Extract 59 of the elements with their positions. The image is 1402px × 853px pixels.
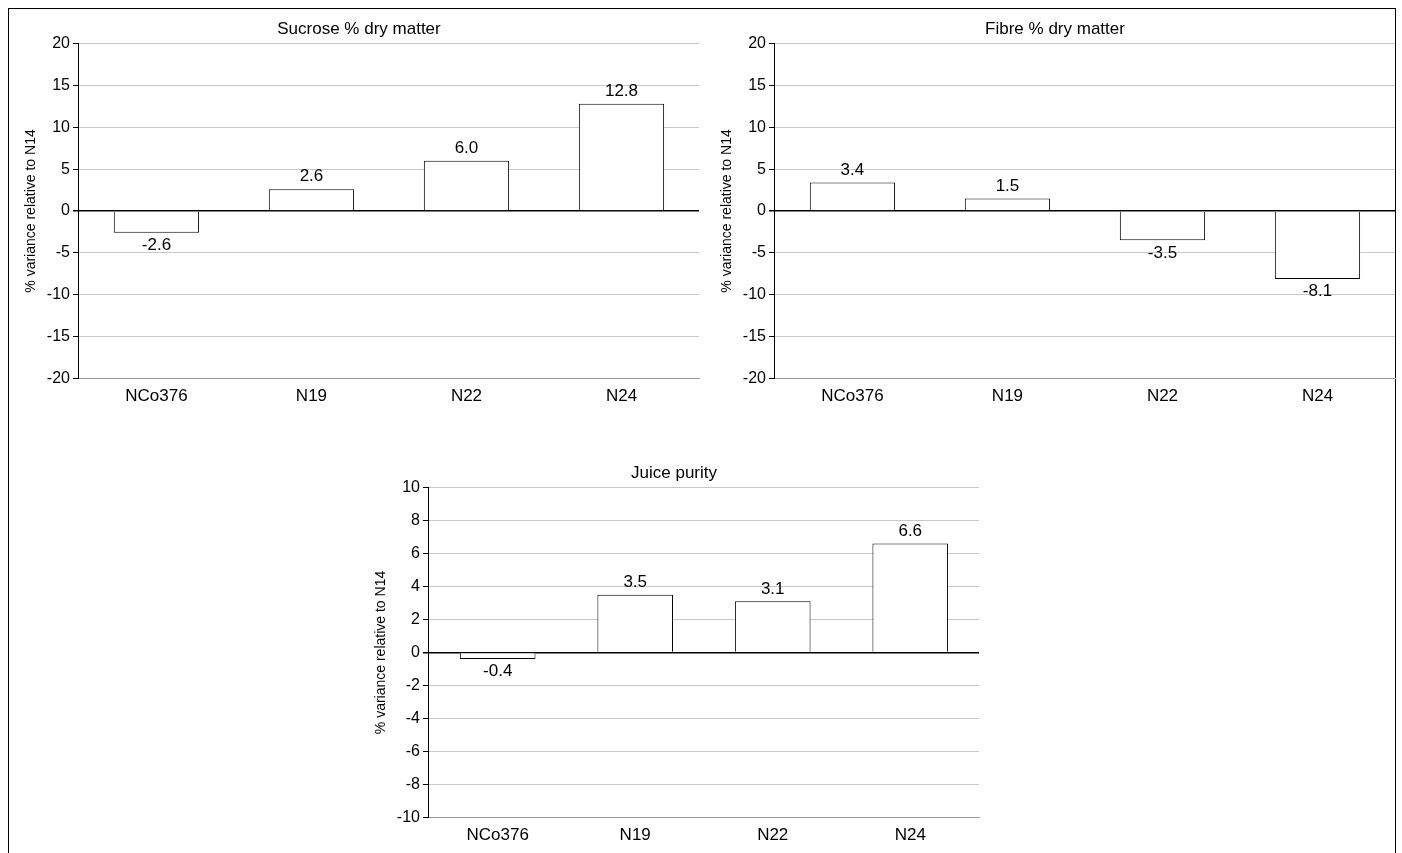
y-tick-label: 10 [748,117,767,135]
y-tick-label: -5 [55,243,71,261]
y-tick-label: -5 [751,243,767,261]
x-tick-label: N24 [894,825,926,845]
y-tick-label: -15 [742,327,767,345]
y-tick-label: 0 [757,201,767,219]
data-label: 3.1 [760,578,785,598]
y-tick-label: -20 [46,369,71,387]
x-tick-label: N22 [1146,386,1179,406]
x-tick-label: N24 [605,386,638,406]
x-tick-label: NCo376 [125,386,188,406]
data-label: -3.5 [1147,242,1178,262]
y-tick-label: -20 [742,369,767,387]
data-label: 12.8 [604,80,639,100]
y-tick-label: -15 [46,327,71,345]
y-tick-label: 0 [61,201,71,219]
data-label: 3.5 [623,571,648,591]
y-tick-label: 10 [52,117,71,135]
data-label: 6.6 [898,520,923,540]
y-tick-label: 10 [402,477,421,495]
x-tick-label: N22 [757,825,789,845]
y-axis-title: % variance relative to N14 [22,129,39,293]
y-tick-label: -2 [405,675,421,693]
x-tick-label: N19 [295,386,328,406]
y-tick-label: 2 [411,609,421,627]
chart-title: Juice purity [631,462,718,482]
chart-title: Sucrose % dry matter [277,18,442,38]
data-label: 1.5 [995,175,1020,195]
data-label: -2.6 [141,234,172,254]
y-tick-label: 5 [757,159,767,177]
data-label: -8.1 [1302,281,1333,301]
y-tick-label: 15 [52,75,71,93]
y-tick-label: 15 [748,75,767,93]
y-tick-label: 5 [61,159,71,177]
x-tick-label: N19 [619,825,651,845]
y-tick-label: 0 [411,642,421,660]
y-axis-title: % variance relative to N14 [718,129,735,293]
chart-title: Fibre % dry matter [985,18,1126,38]
y-tick-label: -8 [405,774,421,792]
x-tick-label: NCo376 [821,386,884,406]
y-axis-title: % variance relative to N14 [372,570,389,735]
data-label: 2.6 [299,166,324,186]
data-label: -0.4 [483,661,513,681]
data-label: 6.0 [454,137,479,157]
x-tick-label: NCo376 [466,825,529,845]
x-tick-label: N24 [1301,386,1334,406]
x-tick-label: N19 [991,386,1024,406]
x-tick-label: N22 [450,386,483,406]
y-tick-label: 6 [411,543,421,561]
y-tick-label: 4 [411,576,421,594]
y-tick-label: 20 [52,33,71,51]
y-tick-label: -4 [405,708,421,726]
data-label: 3.4 [840,159,865,179]
y-tick-label: -10 [46,285,71,303]
y-tick-label: -6 [405,741,421,759]
y-tick-label: 20 [748,33,767,51]
y-tick-label: 8 [411,510,421,528]
y-tick-label: -10 [396,808,421,826]
y-tick-label: -10 [742,285,767,303]
